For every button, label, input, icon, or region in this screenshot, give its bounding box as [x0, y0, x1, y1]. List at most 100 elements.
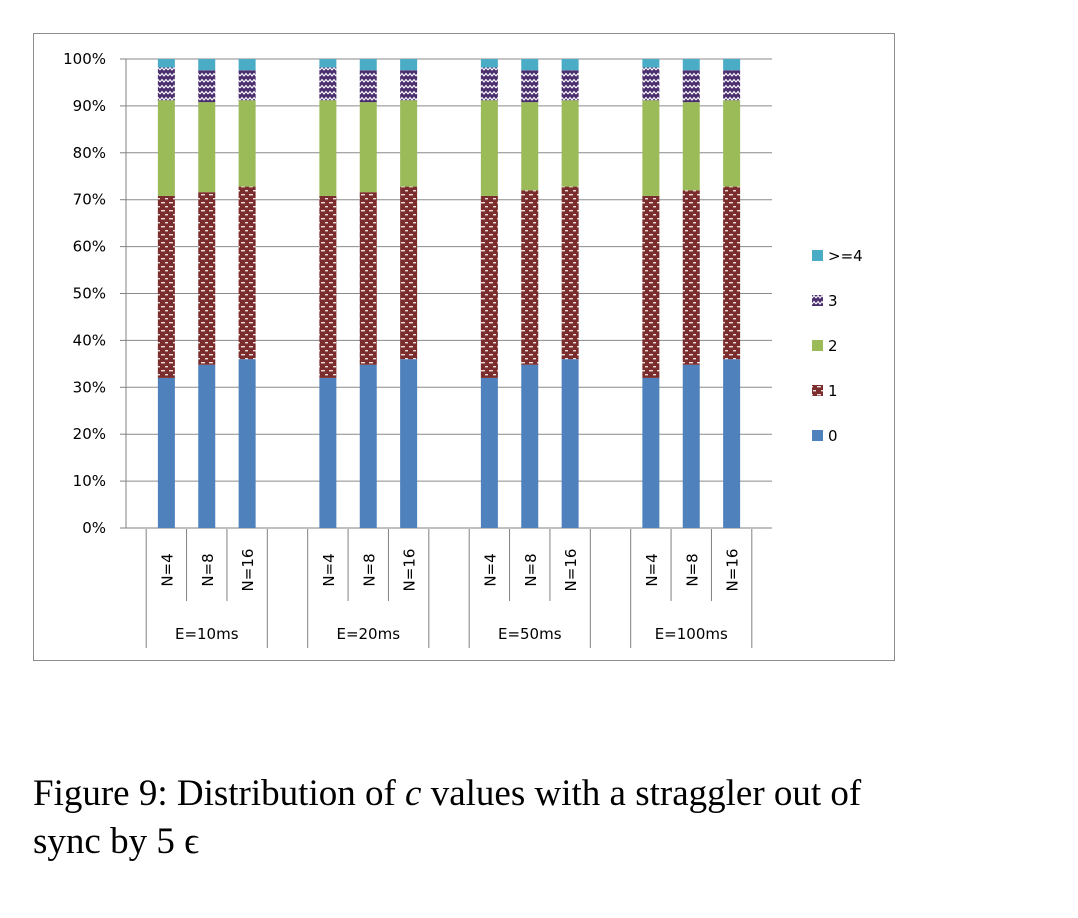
bar-segment: [400, 186, 418, 360]
category-label: N=8: [522, 553, 540, 586]
bar-segment: [319, 377, 337, 528]
bar-segment: [521, 102, 539, 191]
figure-caption: Figure 9: Distribution of c values with …: [33, 770, 1053, 866]
y-tick-label: 70%: [73, 191, 106, 209]
category-label: N=8: [683, 553, 701, 586]
bar-segment: [400, 59, 418, 71]
y-tick-label: 30%: [73, 378, 106, 396]
bar-segment: [723, 59, 741, 71]
bar-segment: [480, 59, 498, 68]
bar-segment: [238, 359, 256, 528]
category-label: N=16: [562, 549, 580, 592]
chart: 0% 10% 20% 30% 40% 50% 60% 70% 80% 90% 100% N=4 N=8 N…: [63, 50, 863, 648]
bar-segment: [400, 100, 418, 187]
legend-swatch: [812, 430, 823, 441]
y-tick-label: 0%: [82, 519, 106, 537]
caption-middle: values with a straggler out of: [421, 773, 862, 814]
category-label: N=16: [401, 549, 419, 592]
category-label: N=4: [481, 553, 499, 586]
group-label: E=20ms: [336, 625, 400, 643]
bar-segment: [198, 192, 216, 365]
bar-segment: [480, 100, 498, 196]
caption-prefix: Figure 9: Distribution of: [33, 773, 406, 814]
category-label: N=4: [158, 553, 176, 586]
y-tick-label: 100%: [63, 50, 106, 68]
category-label: N=4: [320, 553, 338, 586]
legend-label: 2: [828, 337, 838, 355]
bar-segment: [723, 359, 741, 528]
bar-segment: [319, 67, 337, 101]
y-tick-label: 50%: [73, 285, 106, 303]
legend-swatch: [812, 340, 823, 351]
bar-segment: [682, 102, 700, 191]
y-tick-label: 90%: [73, 97, 106, 115]
bar-segment: [198, 102, 216, 193]
y-tick-label: 10%: [73, 472, 106, 490]
bar-segment: [521, 59, 539, 71]
bar-segment: [359, 70, 377, 103]
bar-segment: [238, 70, 256, 101]
legend-swatch: [812, 295, 823, 306]
category-label: N=16: [239, 549, 257, 592]
bar-segment: [359, 102, 377, 193]
bar-segment: [319, 100, 337, 196]
bar-segment: [157, 195, 175, 378]
bar-segment: [198, 364, 216, 528]
bar-segment: [682, 364, 700, 528]
bar-segment: [723, 100, 741, 187]
y-tick-label: 40%: [73, 331, 106, 349]
legend-label: 3: [828, 292, 838, 310]
bar-segment: [238, 100, 256, 187]
bar-segment: [642, 100, 660, 196]
category-label: N=8: [199, 553, 217, 586]
bar-segment: [359, 59, 377, 71]
bar-segment: [400, 359, 418, 528]
bar-segment: [642, 67, 660, 101]
bar-segment: [561, 59, 579, 71]
bar-segment: [561, 70, 579, 101]
bar-segment: [642, 59, 660, 68]
category-label: N=8: [360, 553, 378, 586]
bar-segment: [157, 59, 175, 68]
bar-segment: [359, 192, 377, 365]
y-tick-label: 60%: [73, 238, 106, 256]
bar-segment: [157, 377, 175, 528]
group-label: E=10ms: [175, 625, 239, 643]
bar-segment: [480, 377, 498, 528]
bar-segment: [682, 59, 700, 71]
bar-segment: [521, 70, 539, 103]
bar-segment: [359, 364, 377, 528]
bar-segment: [157, 67, 175, 101]
bar-segment: [723, 70, 741, 101]
legend-label: 0: [828, 427, 838, 445]
bar-segment: [561, 100, 579, 187]
group-label: E=50ms: [498, 625, 562, 643]
bar-segment: [319, 59, 337, 68]
bar-segment: [400, 70, 418, 101]
bar-segment: [157, 100, 175, 196]
bar-segment: [682, 190, 700, 365]
bar-segment: [561, 359, 579, 528]
bar-segment: [198, 70, 216, 103]
legend-swatch: [812, 385, 823, 396]
bar-segment: [480, 195, 498, 378]
bar-segment: [238, 186, 256, 360]
legend-label: >=4: [828, 247, 863, 265]
bar-segment: [642, 377, 660, 528]
legend-label: 1: [828, 382, 838, 400]
legend-swatch: [812, 250, 823, 261]
bar-segment: [480, 67, 498, 101]
bar-segment: [521, 364, 539, 528]
bar-segment: [682, 70, 700, 103]
category-label: N=4: [643, 553, 661, 586]
bar-segment: [561, 186, 579, 360]
bar-segment: [723, 186, 741, 360]
y-tick-label: 20%: [73, 425, 106, 443]
caption-line2: sync by 5 ϵ: [33, 821, 200, 862]
group-label: E=100ms: [655, 625, 728, 643]
caption-variable: c: [405, 773, 422, 814]
bar-segment: [521, 190, 539, 365]
y-tick-label: 80%: [73, 144, 106, 162]
bar-segment: [319, 195, 337, 378]
bar-segment: [238, 59, 256, 71]
